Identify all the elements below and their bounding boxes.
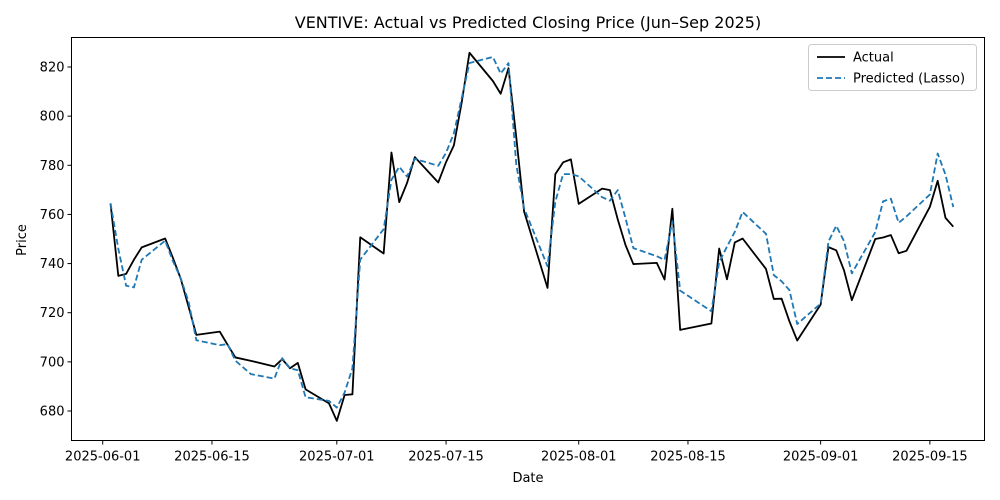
y-tick-label: 720 <box>40 306 65 321</box>
y-axis-label: Price <box>15 224 30 256</box>
x-tick-label: 2025-09-01 <box>783 450 859 465</box>
x-tick-label: 2025-06-01 <box>65 450 141 465</box>
y-tick-label: 740 <box>40 257 65 272</box>
plot-area: 2025-06-01 2025-06-15 2025-07-01 2025-07-15… <box>40 37 985 465</box>
legend-label-actual: Actual <box>853 51 894 66</box>
x-tick-label: 2025-08-15 <box>650 450 726 465</box>
x-tick-label: 2025-07-15 <box>408 450 484 465</box>
x-tick-label: 2025-06-15 <box>174 450 250 465</box>
series-line-actual <box>109 51 954 422</box>
series-line-predicted <box>109 56 955 409</box>
series-lines <box>109 51 955 422</box>
plot-frame <box>71 37 985 441</box>
y-tick-label: 760 <box>40 208 65 223</box>
x-axis-ticks: 2025-06-01 2025-06-15 2025-07-01 2025-07-15… <box>65 440 968 465</box>
x-axis-label: Date <box>512 471 543 486</box>
y-tick-label: 700 <box>40 355 65 370</box>
x-tick-label: 2025-07-01 <box>299 450 375 465</box>
x-tick-label: 2025-08-01 <box>541 450 617 465</box>
legend: Actual Predicted (Lasso) <box>808 44 977 91</box>
x-tick-label: 2025-09-15 <box>892 450 968 465</box>
y-tick-label: 780 <box>40 159 65 174</box>
y-tick-label: 820 <box>40 60 65 75</box>
legend-box <box>808 44 977 91</box>
legend-label-predicted: Predicted (Lasso) <box>853 72 965 87</box>
y-tick-label: 680 <box>40 405 65 420</box>
chart-title: VENTIVE: Actual vs Predicted Closing Pri… <box>295 13 761 32</box>
y-tick-label: 800 <box>40 110 65 125</box>
y-axis-ticks: 680 700 720 740 760 780 800 820 <box>40 60 72 420</box>
